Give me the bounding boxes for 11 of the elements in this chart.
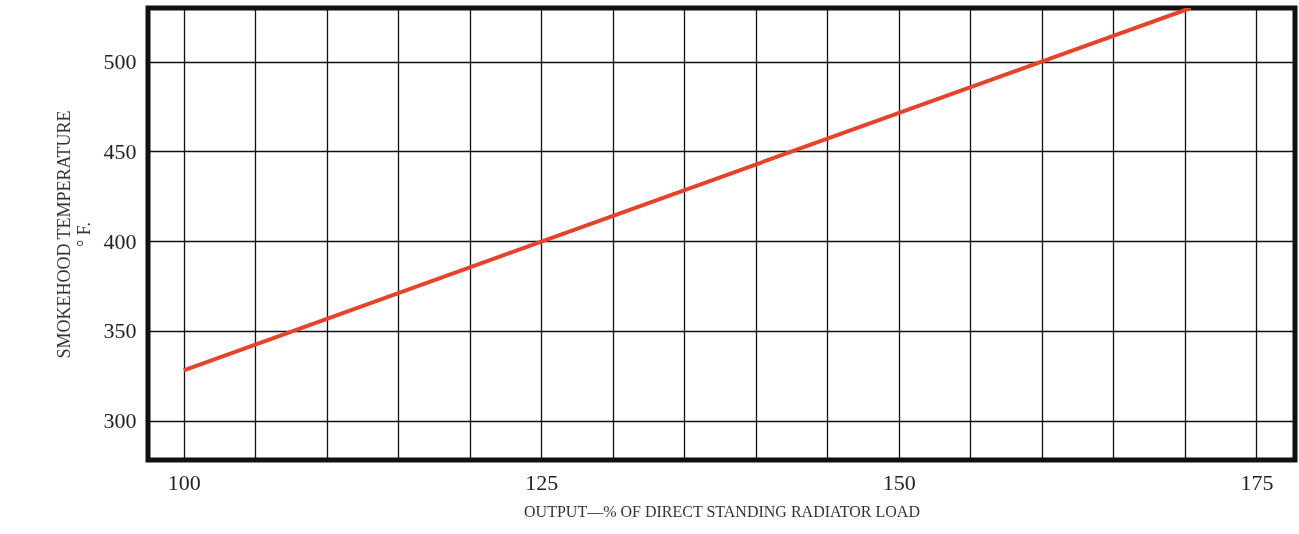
x-axis-title: OUTPUT—% OF DIRECT STANDING RADIATOR LOAD — [524, 502, 920, 520]
y-tick-label: 400 — [103, 228, 137, 254]
y-axis-title: SMOKEHOOD TEMPERATURE ° F. — [53, 110, 94, 359]
x-tick-label: 150 — [882, 469, 916, 495]
y-tick-label: 350 — [103, 318, 137, 344]
y-tick-label: 500 — [103, 49, 137, 75]
y-tick-label: 450 — [103, 138, 137, 164]
x-tick-label: 100 — [167, 469, 201, 495]
y-tick-label: 300 — [103, 408, 137, 434]
x-tick-label: 175 — [1240, 469, 1274, 495]
x-tick-label: 125 — [525, 469, 559, 495]
